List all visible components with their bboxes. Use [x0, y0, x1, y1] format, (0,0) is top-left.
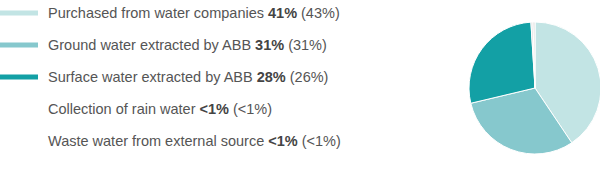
legend-value: 31%: [255, 37, 284, 53]
legend: Purchased from water companies41%(43%) Gr…: [0, 5, 341, 149]
slice: [531, 22, 535, 88]
pie: [469, 22, 600, 154]
legend-swatch: [0, 75, 38, 80]
legend-previous-value: (<1%): [233, 101, 272, 117]
legend-label: Collection of rain water: [48, 101, 196, 117]
legend-swatch: [0, 43, 38, 48]
legend-entry: Surface water extracted by ABB28%(26%): [48, 69, 328, 85]
legend-value: <1%: [200, 101, 230, 117]
legend-label: Surface water extracted by ABB: [48, 69, 253, 85]
legend-entry: Purchased from water companies41%(43%): [48, 5, 340, 21]
legend-value: <1%: [268, 133, 298, 149]
legend-previous-value: (43%): [301, 5, 340, 21]
legend-label: Waste water from external source: [48, 133, 264, 149]
legend-previous-value: (31%): [288, 37, 327, 53]
legend-previous-value: (26%): [290, 69, 329, 85]
legend-value: 28%: [257, 69, 286, 85]
slice: [533, 22, 535, 88]
legend-value: 41%: [268, 5, 297, 21]
legend-entry: Collection of rain water<1%(<1%): [48, 101, 272, 117]
legend-entry: Ground water extracted by ABB31%(31%): [48, 37, 327, 53]
legend-label: Ground water extracted by ABB: [48, 37, 251, 53]
chart: Purchased from water companies41%(43%) Gr…: [0, 0, 600, 176]
legend-entry: Waste water from external source<1%(<1%): [48, 133, 341, 149]
legend-previous-value: (<1%): [302, 133, 341, 149]
legend-swatch: [0, 11, 38, 16]
slice: [469, 22, 535, 103]
legend-label: Purchased from water companies: [48, 5, 264, 21]
